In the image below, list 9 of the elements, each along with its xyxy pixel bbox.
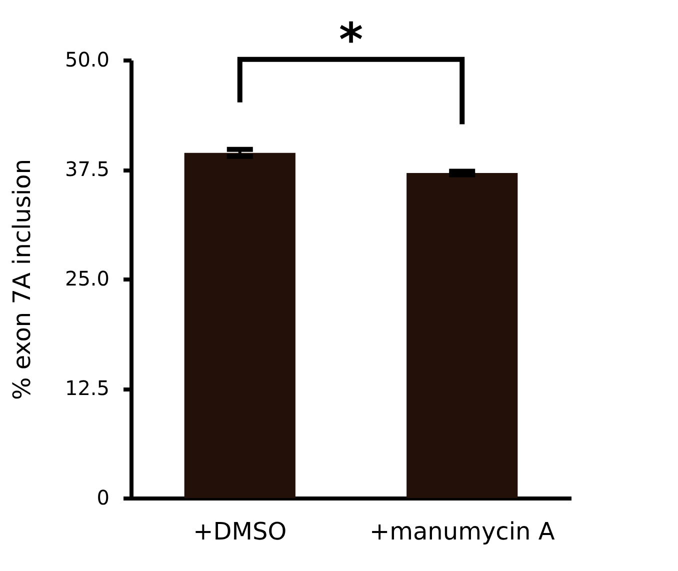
annotation: * — [338, 12, 364, 66]
y-tick-label: 50.0 — [64, 48, 110, 72]
x-tick-label: +manumycin A — [369, 518, 556, 546]
y-tick-label: 0 — [96, 486, 110, 510]
y-tick-label: 37.5 — [64, 157, 110, 181]
y-tick-label: 25.0 — [64, 266, 110, 290]
y-axis-title: % exon 7A inclusion — [8, 158, 36, 400]
x-tick-label: +DMSO — [193, 518, 287, 546]
y-tick-label: 12.5 — [64, 376, 110, 400]
